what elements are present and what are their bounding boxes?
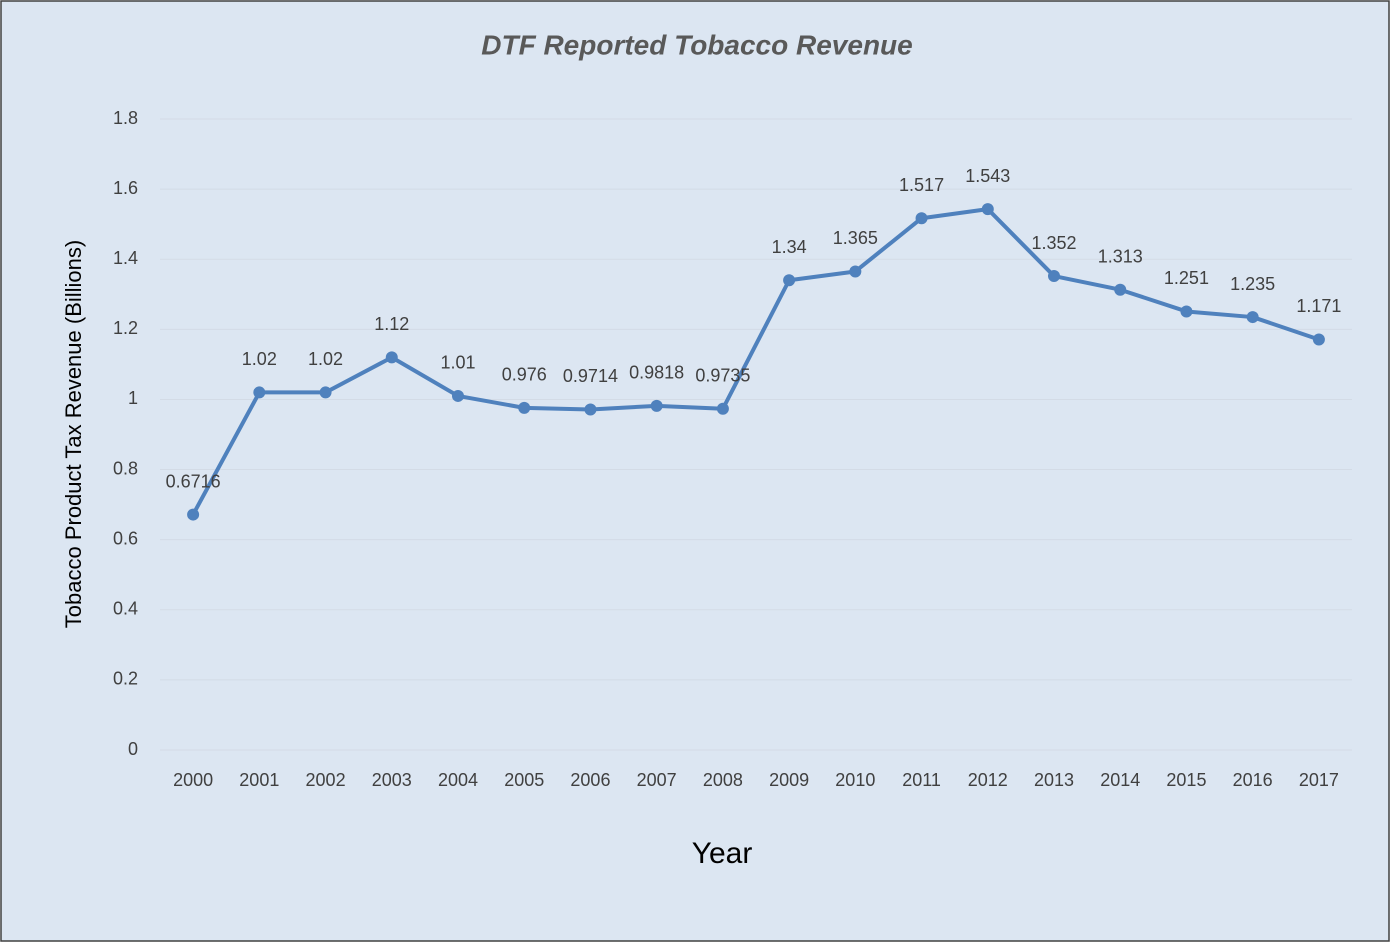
data-point bbox=[650, 399, 663, 412]
data-label: 0.9818 bbox=[629, 363, 684, 383]
y-tick-label: 1.2 bbox=[113, 318, 138, 338]
data-label: 1.365 bbox=[833, 228, 878, 248]
chart-title: DTF Reported Tobacco Revenue bbox=[481, 29, 912, 60]
data-label: 1.171 bbox=[1296, 296, 1341, 316]
data-label: 1.352 bbox=[1031, 233, 1076, 253]
x-tick-label: 2008 bbox=[703, 770, 743, 790]
x-tick-label: 2000 bbox=[173, 770, 213, 790]
y-tick-label: 0.6 bbox=[113, 528, 138, 548]
y-tick-label: 0.4 bbox=[113, 599, 138, 619]
x-axis-label: Year bbox=[692, 837, 753, 870]
data-label: 1.517 bbox=[899, 175, 944, 195]
y-tick-label: 1.8 bbox=[113, 108, 138, 128]
data-label: 0.9714 bbox=[563, 366, 618, 386]
y-tick-label: 0 bbox=[128, 739, 138, 759]
data-label: 1.01 bbox=[440, 353, 475, 373]
x-tick-label: 2004 bbox=[438, 770, 478, 790]
y-tick-label: 1 bbox=[128, 388, 138, 408]
data-point bbox=[253, 386, 266, 399]
series-line bbox=[191, 207, 1320, 516]
x-tick-label: 2003 bbox=[372, 770, 412, 790]
data-point bbox=[716, 402, 729, 415]
y-tick-label: 0.8 bbox=[113, 458, 138, 478]
data-point bbox=[584, 403, 597, 416]
data-point bbox=[1180, 305, 1193, 318]
x-tick-label: 2017 bbox=[1299, 770, 1339, 790]
x-tick-label: 2009 bbox=[769, 770, 809, 790]
data-point bbox=[783, 274, 796, 287]
y-tick-label: 1.4 bbox=[113, 248, 138, 268]
data-point bbox=[849, 265, 862, 278]
data-point bbox=[1312, 333, 1325, 346]
x-tick-label: 2016 bbox=[1233, 770, 1273, 790]
x-tick-label: 2005 bbox=[504, 770, 544, 790]
data-point bbox=[981, 203, 994, 216]
data-label: 1.12 bbox=[374, 314, 409, 334]
x-tick-label: 2007 bbox=[637, 770, 677, 790]
data-point bbox=[385, 351, 398, 364]
data-label: 1.02 bbox=[308, 349, 343, 369]
x-tick-label: 2010 bbox=[835, 770, 875, 790]
data-label: 1.02 bbox=[242, 349, 277, 369]
data-point bbox=[1114, 283, 1127, 296]
data-label: 1.235 bbox=[1230, 274, 1275, 294]
data-label: 0.9735 bbox=[695, 365, 750, 385]
x-tick-label: 2015 bbox=[1166, 770, 1206, 790]
data-point bbox=[187, 508, 200, 521]
data-label: 0.6716 bbox=[166, 471, 221, 491]
data-label: 1.34 bbox=[772, 237, 807, 257]
data-point bbox=[452, 389, 464, 402]
x-tick-label: 2001 bbox=[239, 770, 279, 790]
x-tick-label: 2013 bbox=[1034, 770, 1074, 790]
data-label: 1.543 bbox=[965, 166, 1010, 186]
data-label: 0.976 bbox=[502, 365, 547, 385]
data-label: 1.313 bbox=[1098, 246, 1143, 266]
data-point bbox=[518, 401, 531, 414]
x-tick-label: 2014 bbox=[1100, 770, 1140, 790]
data-point bbox=[1246, 311, 1259, 324]
data-label: 1.251 bbox=[1164, 268, 1209, 288]
x-tick-label: 2002 bbox=[306, 770, 346, 790]
y-tick-label: 0.2 bbox=[113, 669, 138, 689]
x-tick-label: 2012 bbox=[968, 770, 1008, 790]
data-point bbox=[319, 386, 332, 399]
y-tick-label: 1.6 bbox=[113, 178, 138, 198]
y-axis-label: Tobacco Product Tax Revenue (Billions) bbox=[61, 240, 86, 628]
data-point bbox=[915, 212, 928, 225]
data-point bbox=[1048, 270, 1060, 283]
x-tick-label: 2006 bbox=[570, 770, 610, 790]
x-tick-label: 2011 bbox=[902, 770, 941, 790]
